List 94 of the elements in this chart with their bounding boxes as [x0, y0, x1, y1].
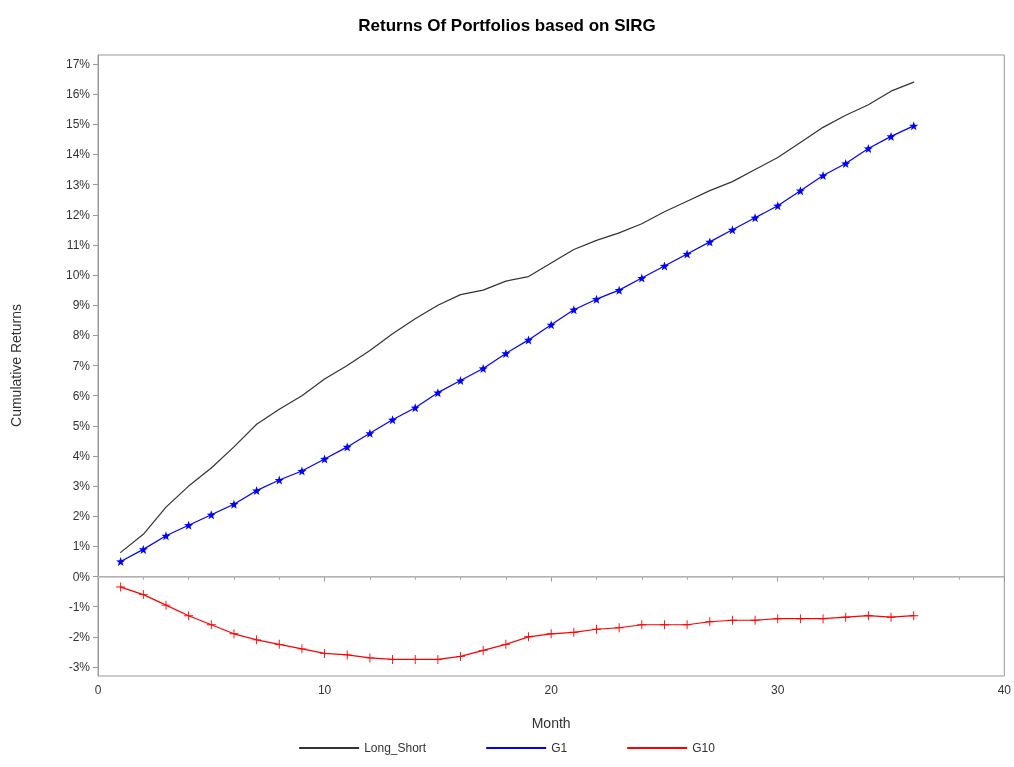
point: [863, 611, 873, 621]
y-tick-label: 1%: [72, 539, 91, 554]
y-tick-label: 10%: [65, 268, 91, 283]
point: [229, 499, 239, 509]
y-tick-label: 16%: [65, 87, 91, 102]
y-tick-label: 2%: [72, 509, 91, 524]
point: [705, 617, 715, 627]
point: [456, 376, 466, 386]
point: [614, 623, 624, 633]
y-tick-label: -2%: [68, 629, 91, 644]
point: [365, 653, 375, 663]
y-tick-label: 12%: [65, 207, 91, 222]
point: [591, 624, 601, 634]
point: [138, 544, 148, 554]
y-tick-label: 9%: [72, 298, 91, 313]
point: [818, 171, 828, 181]
point: [501, 639, 511, 649]
x-tick-label: 30: [771, 683, 785, 697]
point: [342, 442, 352, 452]
point: [727, 225, 737, 235]
chart-title: Returns Of Portfolios based on SIRG: [358, 16, 656, 35]
y-tick-label: 11%: [66, 237, 91, 252]
point: [795, 614, 805, 624]
point: [501, 348, 511, 358]
point: [682, 249, 692, 259]
legend-label: G1: [551, 741, 568, 755]
y-tick-label: -3%: [68, 659, 91, 674]
point: [773, 614, 783, 624]
x-tick-label: 40: [997, 683, 1012, 697]
point: [795, 186, 805, 196]
point: [569, 627, 579, 637]
point: [206, 510, 216, 520]
point: [252, 486, 262, 496]
point: [161, 531, 171, 541]
point: [841, 159, 851, 169]
point: [456, 651, 466, 661]
y-tick-label: 6%: [72, 388, 91, 403]
point: [682, 620, 692, 630]
y-tick-label: 0%: [72, 569, 91, 584]
y-tick-label: 14%: [65, 147, 91, 162]
y-tick-label: 17%: [65, 57, 91, 72]
point: [841, 612, 851, 622]
point: [727, 615, 737, 625]
point: [138, 590, 148, 600]
point: [637, 620, 647, 630]
point: [320, 454, 330, 464]
point: [750, 615, 760, 625]
x-tick-label: 0: [94, 683, 102, 697]
point: [659, 261, 669, 271]
point: [659, 620, 669, 630]
point: [297, 644, 307, 654]
point: [909, 121, 919, 131]
x-tick-label: 10: [317, 683, 332, 697]
y-tick-label: 8%: [72, 328, 91, 343]
x-tick-label: 20: [544, 683, 559, 697]
point: [524, 632, 533, 642]
point: [524, 335, 533, 345]
point: [184, 611, 194, 621]
point: [863, 143, 873, 153]
point: [705, 237, 715, 247]
point: [886, 131, 896, 141]
point: [591, 294, 601, 304]
point: [206, 620, 216, 630]
y-tick-label: 15%: [65, 117, 91, 132]
point: [252, 635, 262, 645]
point: [274, 475, 284, 485]
x-axis-title: Month: [531, 715, 571, 731]
point: [116, 582, 126, 592]
y-tick-label: 3%: [72, 479, 91, 494]
y-tick-label: 13%: [65, 177, 91, 192]
y-tick-label: -1%: [68, 599, 91, 614]
y-tick-label: 7%: [72, 358, 91, 373]
point: [229, 629, 239, 639]
point: [546, 629, 556, 639]
point: [388, 415, 398, 425]
y-axis-title: Cumulative Returns: [8, 304, 24, 427]
y-tick-label: 5%: [72, 418, 91, 433]
point: [433, 388, 443, 398]
point: [637, 273, 647, 283]
legend-label: G10: [692, 741, 716, 755]
point: [184, 520, 194, 530]
legend-label: Long_Short: [364, 741, 427, 755]
point: [614, 285, 624, 295]
point: [773, 201, 783, 211]
point: [818, 614, 828, 624]
point: [478, 645, 488, 655]
point: [342, 650, 352, 660]
point: [478, 364, 488, 374]
point: [297, 466, 307, 476]
point: [274, 639, 284, 649]
point: [116, 556, 126, 566]
point: [909, 611, 919, 621]
y-tick-label: 4%: [72, 448, 91, 463]
point: [365, 428, 375, 438]
